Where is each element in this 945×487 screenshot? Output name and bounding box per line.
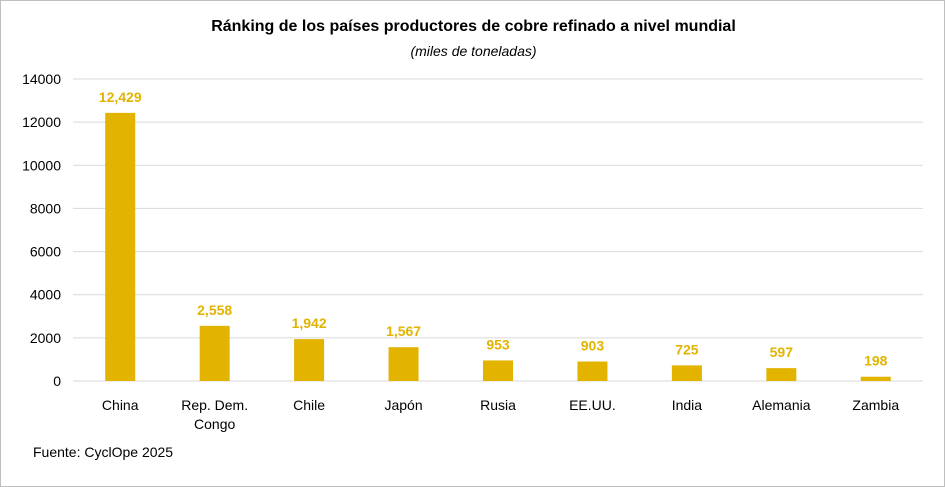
bar <box>577 361 608 381</box>
y-tick-label: 6000 <box>30 244 61 260</box>
bar <box>766 368 797 381</box>
y-tick-label: 8000 <box>30 200 61 216</box>
data-label: 1,567 <box>386 323 421 339</box>
source-note: Fuente: CyclOpe 2025 <box>33 444 174 460</box>
data-label: 1,942 <box>292 315 327 331</box>
bar <box>671 365 702 381</box>
bar <box>294 339 325 381</box>
bar <box>199 325 230 381</box>
x-tick-label: Chile <box>293 397 325 413</box>
y-tick-label: 12000 <box>22 114 61 130</box>
bar <box>105 112 136 381</box>
chart-title: Ránking de los países productores de cob… <box>211 18 736 35</box>
data-label: 198 <box>864 353 888 369</box>
x-tick-label: Rusia <box>480 397 516 413</box>
y-tick-label: 2000 <box>30 330 61 346</box>
data-label: 597 <box>770 344 794 360</box>
data-label: 12,429 <box>99 89 142 105</box>
bar <box>388 347 419 381</box>
x-tick-label: India <box>672 397 703 413</box>
data-label: 725 <box>675 341 699 357</box>
x-tick-label: Japón <box>384 397 422 413</box>
x-tick-label: Alemania <box>752 397 811 413</box>
data-label: 903 <box>581 338 605 354</box>
x-tick-label: Zambia <box>852 397 899 413</box>
x-tick-label: EE.UU. <box>569 397 616 413</box>
bar <box>483 360 513 381</box>
x-tick-label: Rep. Dem. <box>181 397 248 413</box>
y-tick-label: 0 <box>53 373 61 389</box>
x-tick-label: Congo <box>194 416 235 432</box>
data-label: 953 <box>486 336 510 352</box>
data-label: 2,558 <box>197 302 232 318</box>
chart-subtitle: (miles de toneladas) <box>410 43 537 59</box>
y-tick-label: 4000 <box>30 287 61 303</box>
y-tick-label: 14000 <box>22 71 61 87</box>
y-tick-label: 10000 <box>22 157 61 173</box>
x-tick-label: China <box>102 397 139 413</box>
bar <box>860 376 891 381</box>
